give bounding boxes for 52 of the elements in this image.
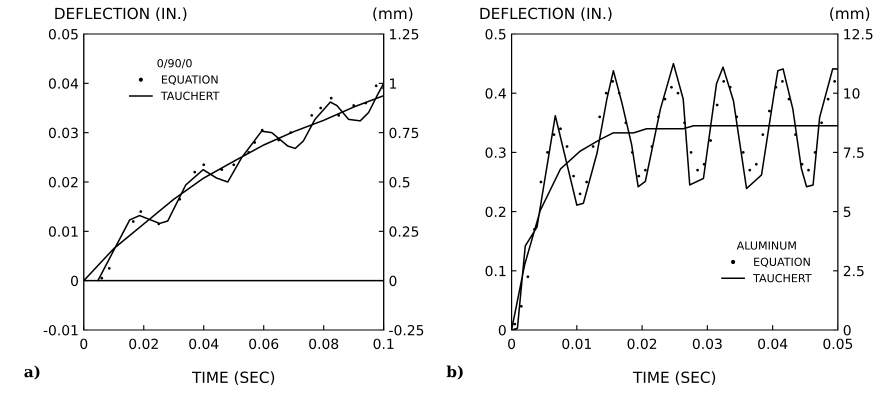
y-tick-label: 0.04: [48, 78, 78, 89]
y-tick-label: 0: [71, 276, 78, 286]
y2-axis-title: (mm): [373, 7, 412, 21]
y2-tick-label: 12.5: [844, 28, 872, 40]
x-axis-title: TIME (SEC): [632, 371, 716, 385]
y2-tick-label: 0.75: [389, 128, 418, 138]
y-tick-label: 0.03: [48, 128, 78, 138]
x-tick-label: 0.08: [309, 338, 338, 350]
y2-tick-label: 5: [844, 206, 850, 218]
y2-tick-label: 0: [844, 324, 851, 336]
x-axis-title: TIME (SEC): [192, 371, 274, 385]
x-tick-label: 0.02: [129, 338, 158, 350]
text: b): [446, 366, 463, 380]
x-tick-label: 0.05: [823, 338, 852, 350]
y2-tick-label: -0.25: [389, 324, 424, 336]
legend-title: 0/90/0: [157, 58, 192, 68]
text: a): [24, 366, 40, 380]
x-tick-label: 0.01: [562, 338, 592, 350]
x-tick-label: 0.06: [249, 338, 278, 350]
y-tick-label: 0.02: [48, 176, 78, 188]
x-tick-label: 0.04: [189, 338, 218, 350]
y-tick-label: 0.2: [486, 206, 506, 218]
y-axis-title: DEFLECTION (IN.): [55, 7, 186, 21]
y-tick-label: 0.4: [486, 88, 506, 99]
x-tick-label: 0.02: [628, 338, 656, 350]
y-tick-label: 0.01: [48, 226, 78, 237]
y-tick-label: 0.3: [486, 147, 506, 158]
y2-axis-title: (mm): [830, 7, 870, 21]
y-tick-label: 0: [498, 324, 506, 336]
legend-title: ALUMINUM: [736, 241, 796, 250]
x-tick-label: 0: [80, 338, 88, 350]
y-axis-title: DEFLECTION (IN.): [480, 7, 612, 21]
y2-tick-label: 1.25: [390, 28, 418, 40]
x-tick-label: 0: [508, 338, 516, 350]
y2-tick-label: 1: [390, 78, 396, 89]
legend-label: EQUATION: [754, 258, 810, 268]
y-tick-label: 0.1: [486, 266, 506, 276]
y2-tick-label: 10: [844, 88, 860, 99]
legend-label: TAUCHERT: [160, 92, 220, 100]
y-tick-label: 0.05: [48, 28, 78, 40]
x-tick-label: 0.04: [758, 338, 788, 350]
x-tick-label: 0.1: [374, 338, 394, 350]
x-tick-label: 0.03: [692, 338, 722, 350]
y2-tick-label: 0: [389, 276, 396, 286]
legend-label: TAUCHERT: [753, 274, 812, 282]
legend-label: EQUATION: [162, 75, 218, 85]
y2-tick-label: 2.5: [844, 266, 864, 276]
y2-tick-label: 7.5: [844, 148, 864, 158]
y2-tick-label: 0.25: [389, 226, 418, 237]
y-tick-label: 0.5: [486, 28, 506, 40]
y2-tick-label: 0.5: [389, 176, 410, 188]
y-tick-label: -0.01: [44, 324, 78, 336]
